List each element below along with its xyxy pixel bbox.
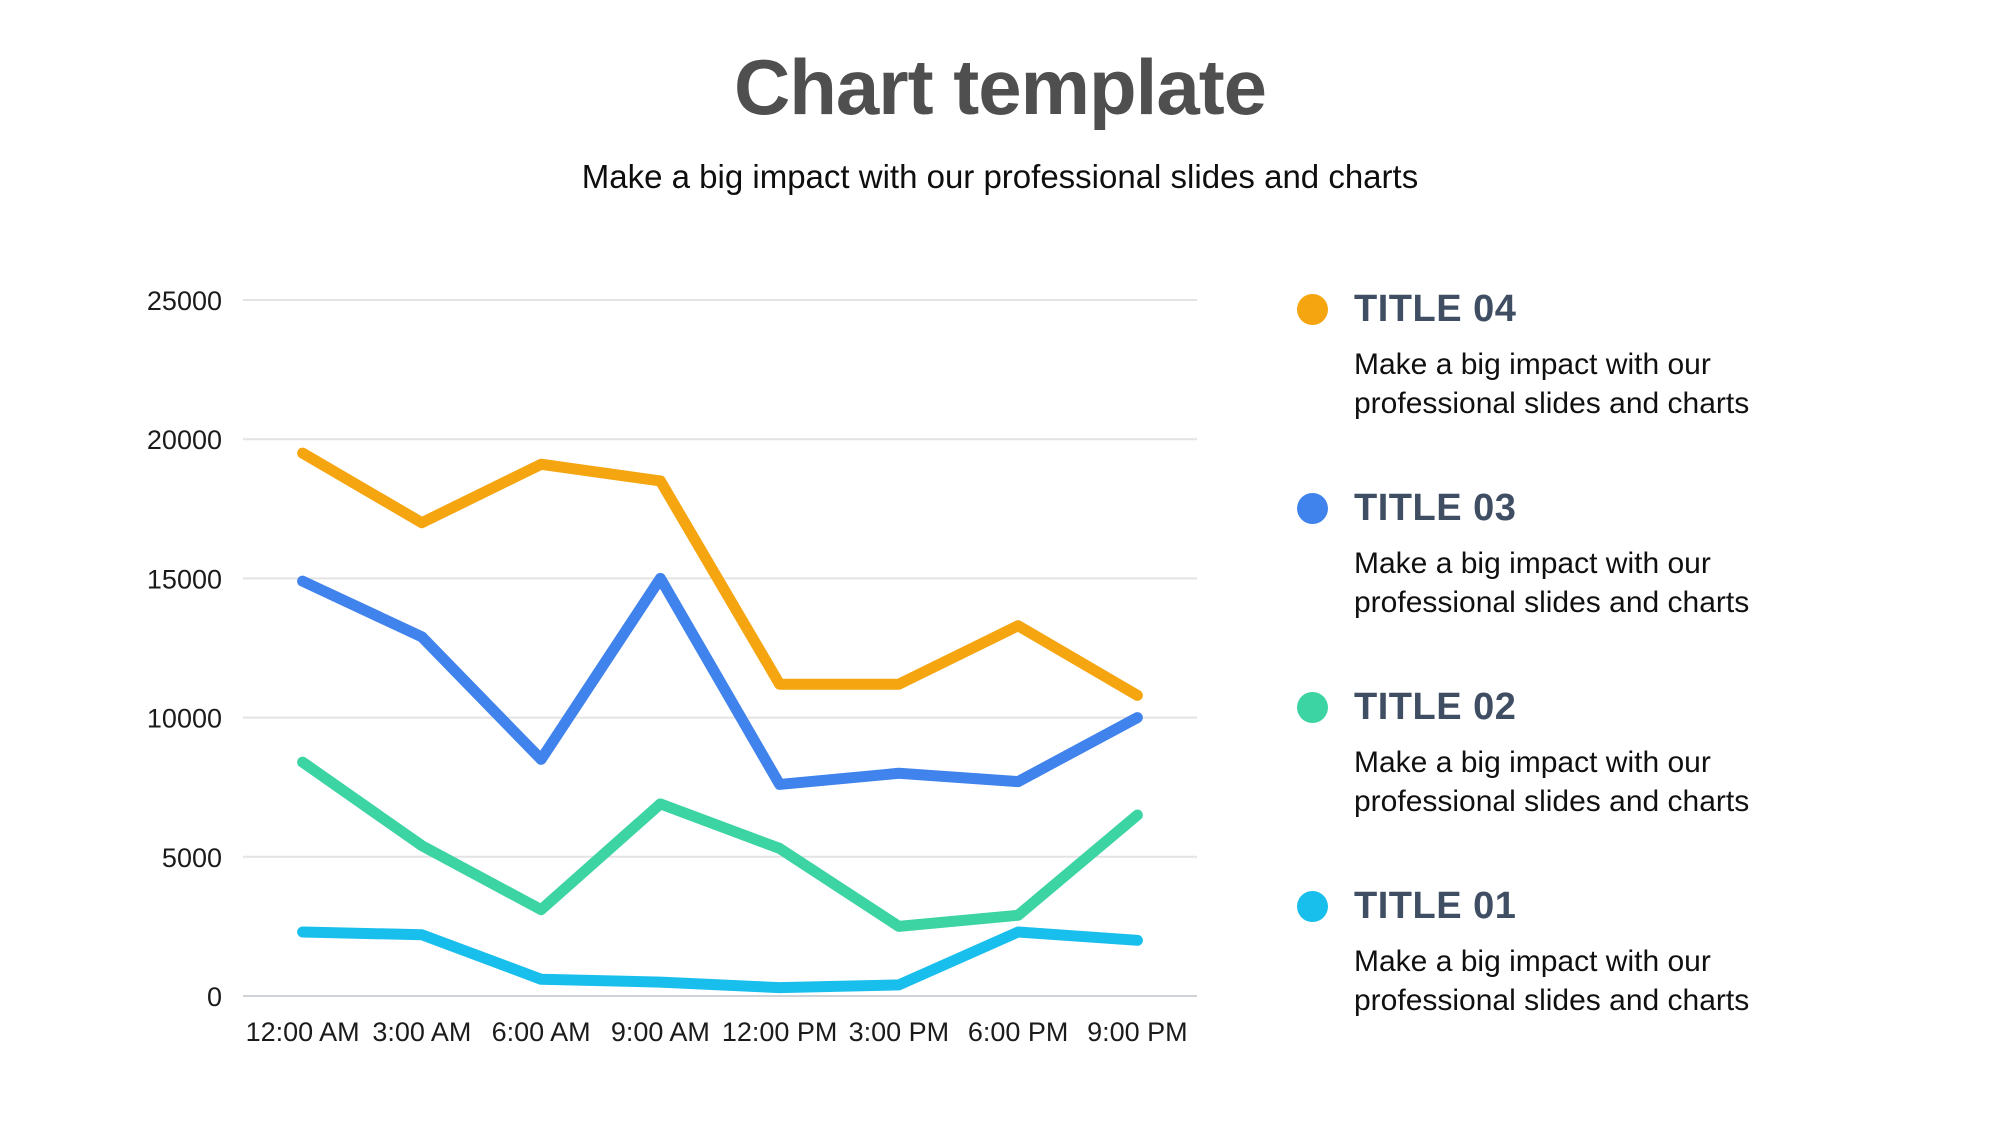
legend-item-title: TITLE 03: [1354, 487, 1517, 529]
series-line-title-01: [297, 926, 1143, 994]
legend-item-header: TITLE 04: [1297, 288, 1797, 331]
legend-item-description: Make a big impact with our professional …: [1354, 945, 1750, 1017]
legend-item-header: TITLE 02: [1297, 686, 1797, 729]
x-tick-label: 3:00 AM: [372, 1017, 471, 1047]
legend-item-title: TITLE 01: [1354, 885, 1517, 927]
legend-item-description: Make a big impact with our professional …: [1354, 348, 1750, 420]
legend-item-header: TITLE 01: [1297, 885, 1797, 928]
legend-color-dot: [1297, 294, 1328, 325]
y-tick-label: 15000: [147, 564, 222, 594]
series-line-title-03: [297, 572, 1143, 790]
y-tick-label: 0: [207, 982, 222, 1012]
line-chart: 0 5000 10000 15000 20000 25000 12:00 AM 3:00 AM…: [147, 286, 1197, 1047]
x-tick-label: 9:00 PM: [1087, 1017, 1188, 1047]
x-tick-label: 3:00 PM: [849, 1017, 950, 1047]
legend-item-description: Make a big impact with our professional …: [1354, 746, 1750, 818]
x-tick-label: 6:00 AM: [492, 1017, 591, 1047]
legend-item-title: TITLE 04: [1354, 288, 1517, 330]
x-tick-label: 6:00 PM: [968, 1017, 1069, 1047]
legend-item: TITLE 01 Make a big impact with our prof…: [1297, 885, 1797, 1020]
legend-item: TITLE 03 Make a big impact with our prof…: [1297, 487, 1797, 622]
x-tick-label: 12:00 AM: [246, 1017, 360, 1047]
legend-item-header: TITLE 03: [1297, 487, 1797, 530]
y-tick-label: 10000: [147, 704, 222, 734]
legend-color-dot: [1297, 493, 1328, 524]
x-tick-label: 9:00 AM: [611, 1017, 710, 1047]
page-title: Chart template: [733, 43, 1267, 131]
legend-item: TITLE 04 Make a big impact with our prof…: [1297, 288, 1797, 423]
y-tick-label: 25000: [147, 286, 222, 316]
y-tick-label: 20000: [147, 425, 222, 455]
series-line-title-02: [297, 756, 1143, 932]
x-tick-label: 12:00 PM: [722, 1017, 838, 1047]
legend-color-dot: [1297, 891, 1328, 922]
legend-item-title: TITLE 02: [1354, 686, 1517, 728]
series-line-title-04: [297, 447, 1143, 701]
legend-item: TITLE 02 Make a big impact with our prof…: [1297, 686, 1797, 821]
legend: TITLE 04 Make a big impact with our prof…: [1297, 288, 1797, 1084]
legend-item-description: Make a big impact with our professional …: [1354, 547, 1750, 619]
page-subtitle: Make a big impact with our professional …: [581, 158, 1419, 195]
legend-color-dot: [1297, 692, 1328, 723]
y-tick-label: 5000: [162, 843, 222, 873]
